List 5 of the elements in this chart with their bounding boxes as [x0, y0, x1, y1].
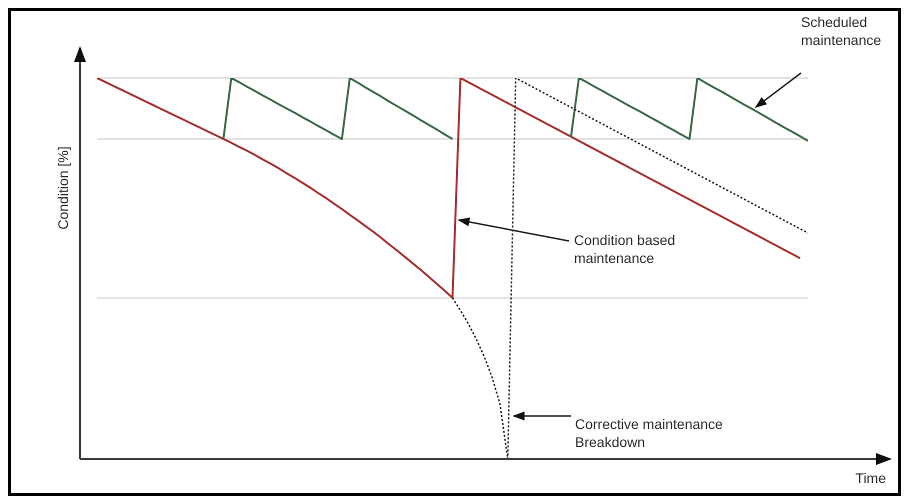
y-axis-title: Condition [%]	[55, 146, 71, 230]
x-axis-title: Time	[855, 470, 886, 486]
annotation: Condition based maintenance	[574, 232, 676, 266]
text: Scheduled maintenance	[801, 14, 882, 48]
annotation: Corrective maintenance Breakdown	[575, 416, 724, 450]
